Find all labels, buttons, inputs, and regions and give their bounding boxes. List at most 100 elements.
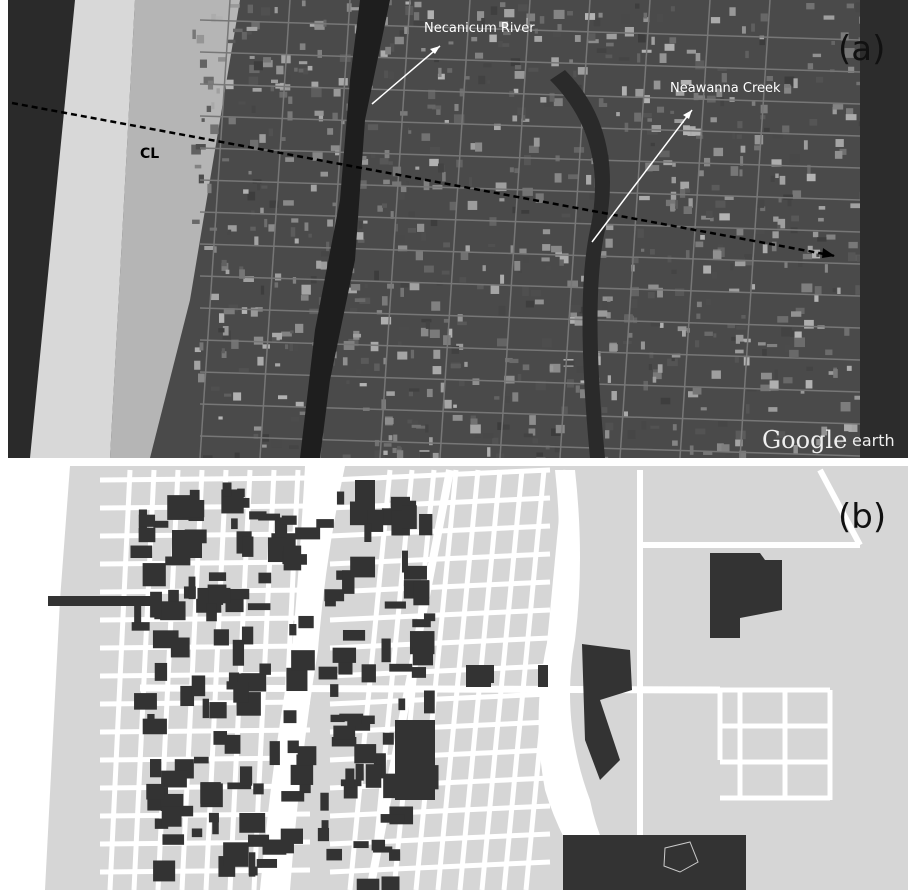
roof <box>362 156 367 160</box>
panel-label: (b) <box>838 497 886 537</box>
roof <box>541 257 549 261</box>
roof <box>607 34 617 39</box>
roof <box>670 111 674 114</box>
roof <box>192 30 196 39</box>
roof <box>611 391 616 400</box>
roof <box>408 228 416 233</box>
roof <box>200 342 204 350</box>
building <box>350 557 375 578</box>
building <box>153 861 175 882</box>
roof <box>383 451 387 455</box>
roof <box>542 244 550 251</box>
roof <box>540 97 546 103</box>
roof <box>712 272 717 279</box>
roof <box>807 174 816 181</box>
roof <box>669 37 676 43</box>
roof <box>526 301 534 308</box>
building <box>257 859 277 868</box>
roof <box>682 330 686 336</box>
roof <box>833 288 836 292</box>
building <box>284 546 302 571</box>
building <box>362 664 376 682</box>
map: (b) <box>8 466 908 890</box>
roof <box>650 249 655 255</box>
roof <box>492 438 498 445</box>
roof <box>780 176 786 185</box>
roof <box>271 80 278 83</box>
roof <box>741 315 745 319</box>
roof <box>515 71 525 79</box>
roof <box>551 57 559 66</box>
roof <box>585 13 595 20</box>
roof <box>471 418 478 424</box>
roof <box>394 236 405 244</box>
roof <box>741 146 746 153</box>
roof <box>199 175 204 184</box>
building <box>203 699 209 718</box>
building <box>424 691 435 714</box>
roof <box>752 284 755 289</box>
roof <box>701 407 707 410</box>
roof <box>334 89 341 97</box>
roof <box>219 313 224 323</box>
roof <box>680 189 685 198</box>
building <box>209 588 231 603</box>
roof <box>421 133 430 141</box>
roof <box>847 366 852 371</box>
roof <box>389 161 393 165</box>
roof <box>848 252 856 261</box>
roof <box>680 182 689 190</box>
roof <box>414 2 421 8</box>
building <box>263 843 287 854</box>
roof <box>524 434 533 438</box>
roof <box>483 63 491 67</box>
roof <box>301 295 309 301</box>
road <box>100 562 310 564</box>
roof <box>737 121 742 128</box>
roof <box>518 4 528 11</box>
roof <box>529 415 536 425</box>
roof <box>198 373 205 382</box>
roof <box>758 342 766 345</box>
roof <box>605 239 612 248</box>
roof <box>483 265 486 271</box>
panel-label: (a) <box>838 29 885 69</box>
roof <box>798 260 802 266</box>
roof <box>351 7 359 10</box>
roof <box>772 231 778 238</box>
roof <box>703 265 711 273</box>
roof <box>605 423 613 430</box>
road <box>100 506 310 508</box>
roof <box>200 60 207 68</box>
roof <box>586 175 591 185</box>
roof <box>487 447 490 457</box>
roof <box>262 445 267 448</box>
roof <box>478 76 485 84</box>
roof <box>761 105 768 114</box>
roof <box>835 151 842 159</box>
roof <box>491 285 500 294</box>
building <box>155 663 167 681</box>
building <box>385 601 406 608</box>
roof <box>599 13 603 18</box>
roof <box>431 301 440 310</box>
building <box>223 842 249 866</box>
roof <box>288 96 292 103</box>
roof <box>346 380 349 384</box>
roof <box>712 185 720 191</box>
roof <box>777 316 788 323</box>
building <box>333 726 355 739</box>
roof <box>355 298 365 302</box>
roof <box>459 277 466 282</box>
building <box>333 648 356 663</box>
roof <box>535 300 544 305</box>
building <box>139 528 156 543</box>
building <box>291 765 313 785</box>
building <box>162 834 184 845</box>
roof <box>290 344 294 351</box>
building <box>413 647 433 665</box>
roof <box>451 364 461 368</box>
roof <box>353 334 361 338</box>
roof <box>222 348 225 353</box>
building <box>231 518 238 529</box>
